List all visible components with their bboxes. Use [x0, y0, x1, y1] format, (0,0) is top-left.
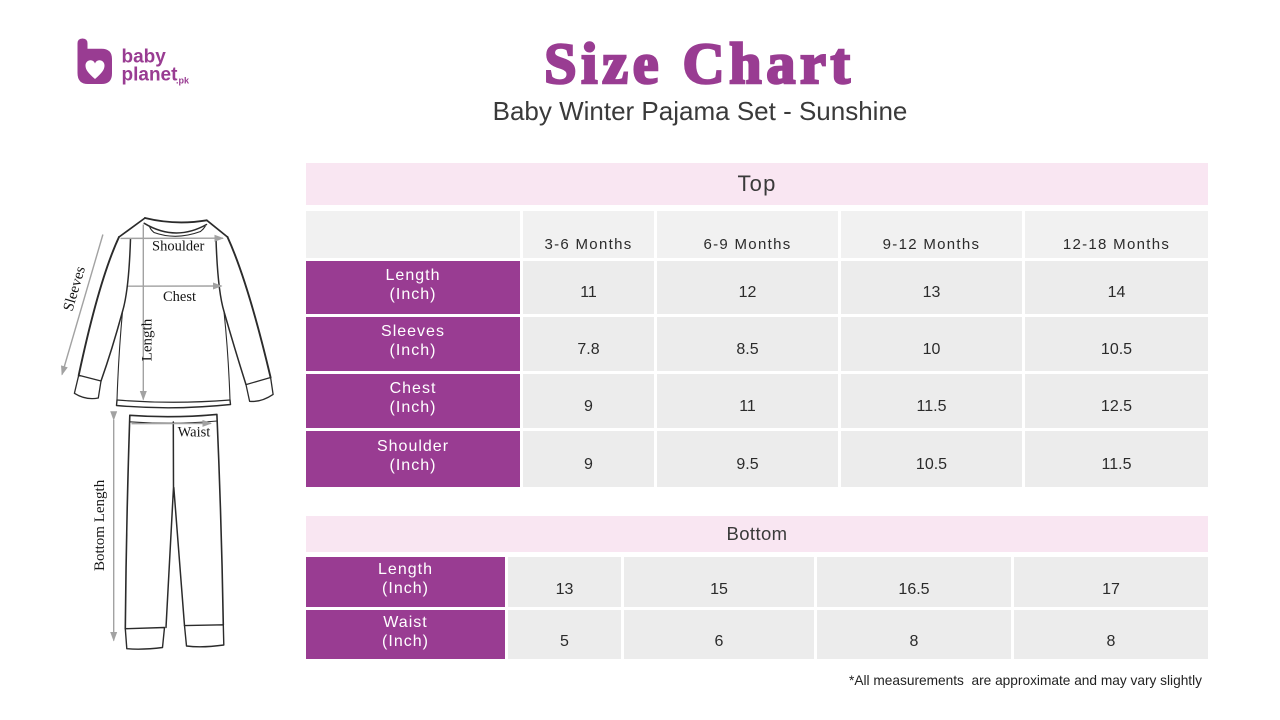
svg-text:planet: planet	[122, 65, 179, 86]
svg-text:.pk: .pk	[176, 76, 190, 86]
svg-text:Shoulder: Shoulder	[152, 239, 205, 255]
svg-text:Sleeves: Sleeves	[61, 264, 89, 313]
svg-text:Waist: Waist	[178, 425, 211, 441]
svg-text:baby: baby	[122, 47, 167, 68]
svg-text:Bottom Length: Bottom Length	[92, 479, 108, 571]
svg-text:Chest: Chest	[163, 289, 196, 305]
svg-text:Length: Length	[140, 318, 156, 361]
